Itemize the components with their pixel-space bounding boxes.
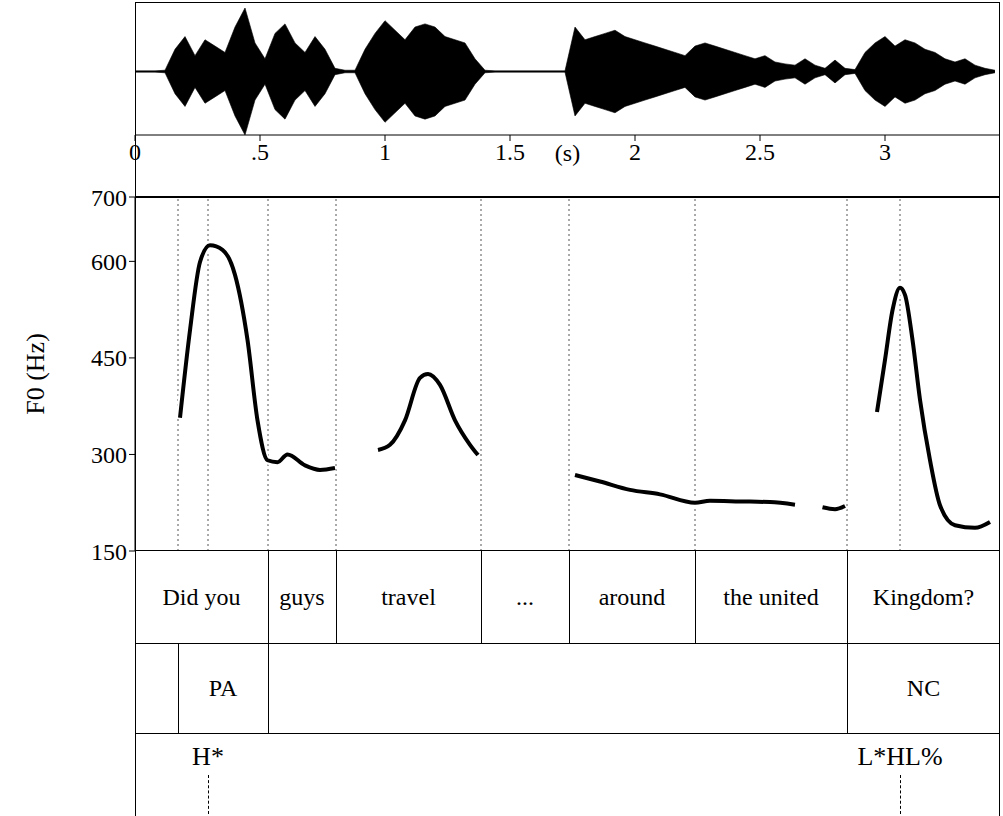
html-text:Kingdom?: Kingdom? xyxy=(872,583,975,610)
svg-text:3: 3 xyxy=(879,139,891,165)
html-text:PA: PA xyxy=(208,674,238,701)
svg-text:600: 600 xyxy=(91,249,127,275)
html-text:(s): (s) xyxy=(554,140,581,166)
svg-text:700: 700 xyxy=(91,185,127,211)
html-text:around: around xyxy=(598,583,666,610)
html-text:travel: travel xyxy=(381,583,436,610)
svg-text:2: 2 xyxy=(629,139,641,165)
svg-text:0: 0 xyxy=(129,139,141,165)
svg-text:450: 450 xyxy=(91,345,127,371)
html-text:the united: the united xyxy=(723,583,819,610)
html-text:NC: NC xyxy=(906,674,941,701)
html-text:Did you: Did you xyxy=(162,583,241,610)
svg-text:2.5: 2.5 xyxy=(745,139,775,165)
html-text:L*HL%: L*HL% xyxy=(857,742,943,771)
html-text:H*: H* xyxy=(192,742,224,771)
svg-text:1: 1 xyxy=(379,139,391,165)
svg-text:1.5: 1.5 xyxy=(495,139,525,165)
html-text:guys: guys xyxy=(279,583,325,610)
svg-text:300: 300 xyxy=(91,442,127,468)
svg-text:150: 150 xyxy=(91,539,127,565)
svg-text:.5: .5 xyxy=(251,139,269,165)
html-text:F0 (Hz): F0 (Hz) xyxy=(21,333,50,415)
